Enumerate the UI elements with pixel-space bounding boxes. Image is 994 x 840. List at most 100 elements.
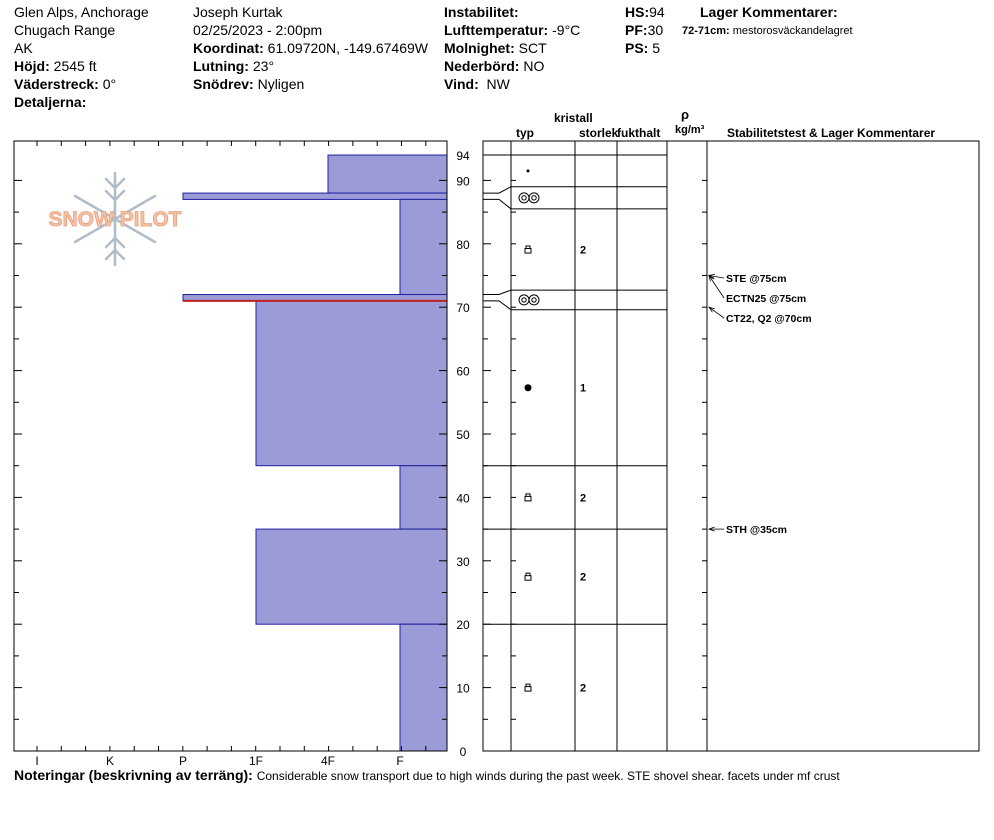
coordinates-label: Koordinat:	[193, 40, 264, 56]
hardness-frame	[13, 140, 448, 752]
depth-label: 70	[456, 301, 470, 315]
coordinates-value: 61.09720N, -149.67469W	[267, 40, 428, 56]
layer-comment-range: 72-71cm:	[682, 25, 730, 37]
col-density-unit: kg/m³	[675, 124, 705, 136]
sky-label: Molnighet:	[444, 40, 515, 56]
wind-value: NW	[486, 76, 510, 92]
depth-label: 90	[456, 174, 470, 188]
notes-label: Noteringar (beskrivning av terräng):	[14, 767, 253, 783]
hardness-tick-label: I	[35, 754, 38, 768]
drift-value: Nyligen	[257, 76, 305, 92]
observer: Joseph Kurtak	[193, 4, 283, 20]
depth-axis: 0 10 20 30 40 50 60 70 80 90 94	[14, 149, 470, 759]
snowflake-icon	[73, 171, 157, 267]
hardness-profile	[182, 154, 448, 752]
facet-top	[525, 572, 531, 576]
faceted-grain-icon	[524, 245, 532, 254]
aspect: Väderstreck: 0°	[14, 76, 116, 92]
depth-label: 20	[456, 618, 470, 632]
layer-table-frame	[482, 140, 980, 752]
arrow-head-icon	[708, 274, 715, 282]
precip-label: Nederbörd:	[444, 58, 520, 74]
hardness-tick-label: 4F	[321, 754, 335, 768]
layer-comment-text: mestorosväckandelagret	[732, 25, 853, 37]
grain-size: 2	[580, 492, 586, 504]
stability-test-label: STE @75cm	[726, 273, 786, 285]
crust-ring	[521, 297, 527, 303]
stability-test-label: CT22, Q2 @70cm	[726, 313, 812, 325]
location: Glen Alps, Anchorage	[14, 4, 149, 20]
col-rho: ρ	[681, 107, 690, 122]
melt-crust-icon	[518, 294, 540, 306]
precip-value: NO	[523, 58, 545, 74]
air-temp-value: -9°C	[552, 22, 581, 38]
depth-label: 80	[456, 238, 470, 252]
layer-comments-title: Lager Kommentarer:	[700, 4, 838, 20]
hardness-bar	[255, 300, 448, 467]
test-arrow	[708, 275, 725, 279]
table-ticks	[483, 179, 707, 752]
melt-crust-icon	[518, 192, 540, 204]
grain-size: 2	[580, 245, 586, 257]
air-temp-label: Lufttemperatur:	[444, 22, 549, 38]
hs-value: 94	[649, 4, 665, 20]
hardness-bar	[255, 528, 448, 625]
aspect-label: Väderstreck:	[14, 76, 99, 92]
elevation: Höjd: 2545 ft	[14, 58, 96, 74]
depth-label: 0	[460, 745, 467, 759]
slope: Lutning: 23°	[193, 58, 274, 74]
depth-label: 30	[456, 555, 470, 569]
pf: PF:30	[625, 22, 663, 38]
hs-label: HS:	[625, 4, 650, 20]
hardness-tick-label: 1F	[249, 754, 263, 768]
arrow-head-icon	[708, 306, 715, 313]
crust-ring	[518, 192, 530, 204]
arrow-head-icon	[707, 526, 715, 532]
grain-size: 1	[580, 383, 586, 395]
hardness-tick-label: P	[179, 754, 187, 768]
layer-rows: 2 1 2 2 2	[483, 154, 667, 695]
faceted-grain-icon	[524, 572, 532, 581]
notes: Noteringar (beskrivning av terräng): Con…	[14, 767, 840, 783]
hardness-bar	[399, 198, 448, 296]
precip-grain-icon	[526, 169, 530, 173]
hardness-bar	[182, 192, 448, 200]
crust-ring	[528, 294, 540, 306]
row-connector	[483, 300, 512, 311]
sky: Molnighet: SCT	[444, 40, 547, 56]
crust-ring	[521, 195, 527, 201]
depth-label: 50	[456, 428, 470, 442]
crust-ring	[531, 195, 537, 201]
stability-test-label: ECTN25 @75cm	[726, 293, 806, 305]
facet-top	[525, 245, 531, 249]
stability-test-label: STH @35cm	[726, 524, 787, 536]
stability-tests: STE @75cm ECTN25 @75cm CT22, Q2 @70cm STH @…	[707, 273, 812, 536]
ps-label: PS:	[625, 40, 649, 56]
range: Chugach Range	[14, 22, 116, 38]
pf-value: 30	[647, 22, 664, 38]
col-stability: Stabilitetstest & Lager Kommentarer	[727, 126, 936, 140]
coordinates: Koordinat: 61.09720N, -149.67469W	[193, 40, 428, 56]
ps-value: 5	[652, 40, 661, 56]
test-arrow	[708, 275, 725, 299]
row-connector	[483, 186, 512, 194]
slope-label: Lutning:	[193, 58, 249, 74]
layer-comment: 72-71cm: mestorosväckandelagret	[682, 25, 853, 37]
row-connector	[483, 289, 512, 296]
facet-box	[524, 686, 532, 692]
rounded-grain-icon	[524, 384, 532, 392]
wind: Vind: NW	[444, 76, 510, 92]
drift-label: Snödrev:	[193, 76, 254, 92]
state: AK	[14, 40, 33, 56]
notes-text: Considerable snow transport due to high …	[256, 769, 840, 783]
wind-label: Vind:	[444, 76, 479, 92]
grain-size: 2	[580, 572, 586, 584]
test-arrow	[708, 306, 725, 319]
facet-box	[524, 248, 532, 254]
row-connector	[483, 198, 512, 210]
facet-box	[524, 575, 532, 581]
ps: PS: 5	[625, 40, 660, 56]
facet-box	[524, 495, 532, 502]
air-temp: Lufttemperatur: -9°C	[444, 22, 580, 38]
